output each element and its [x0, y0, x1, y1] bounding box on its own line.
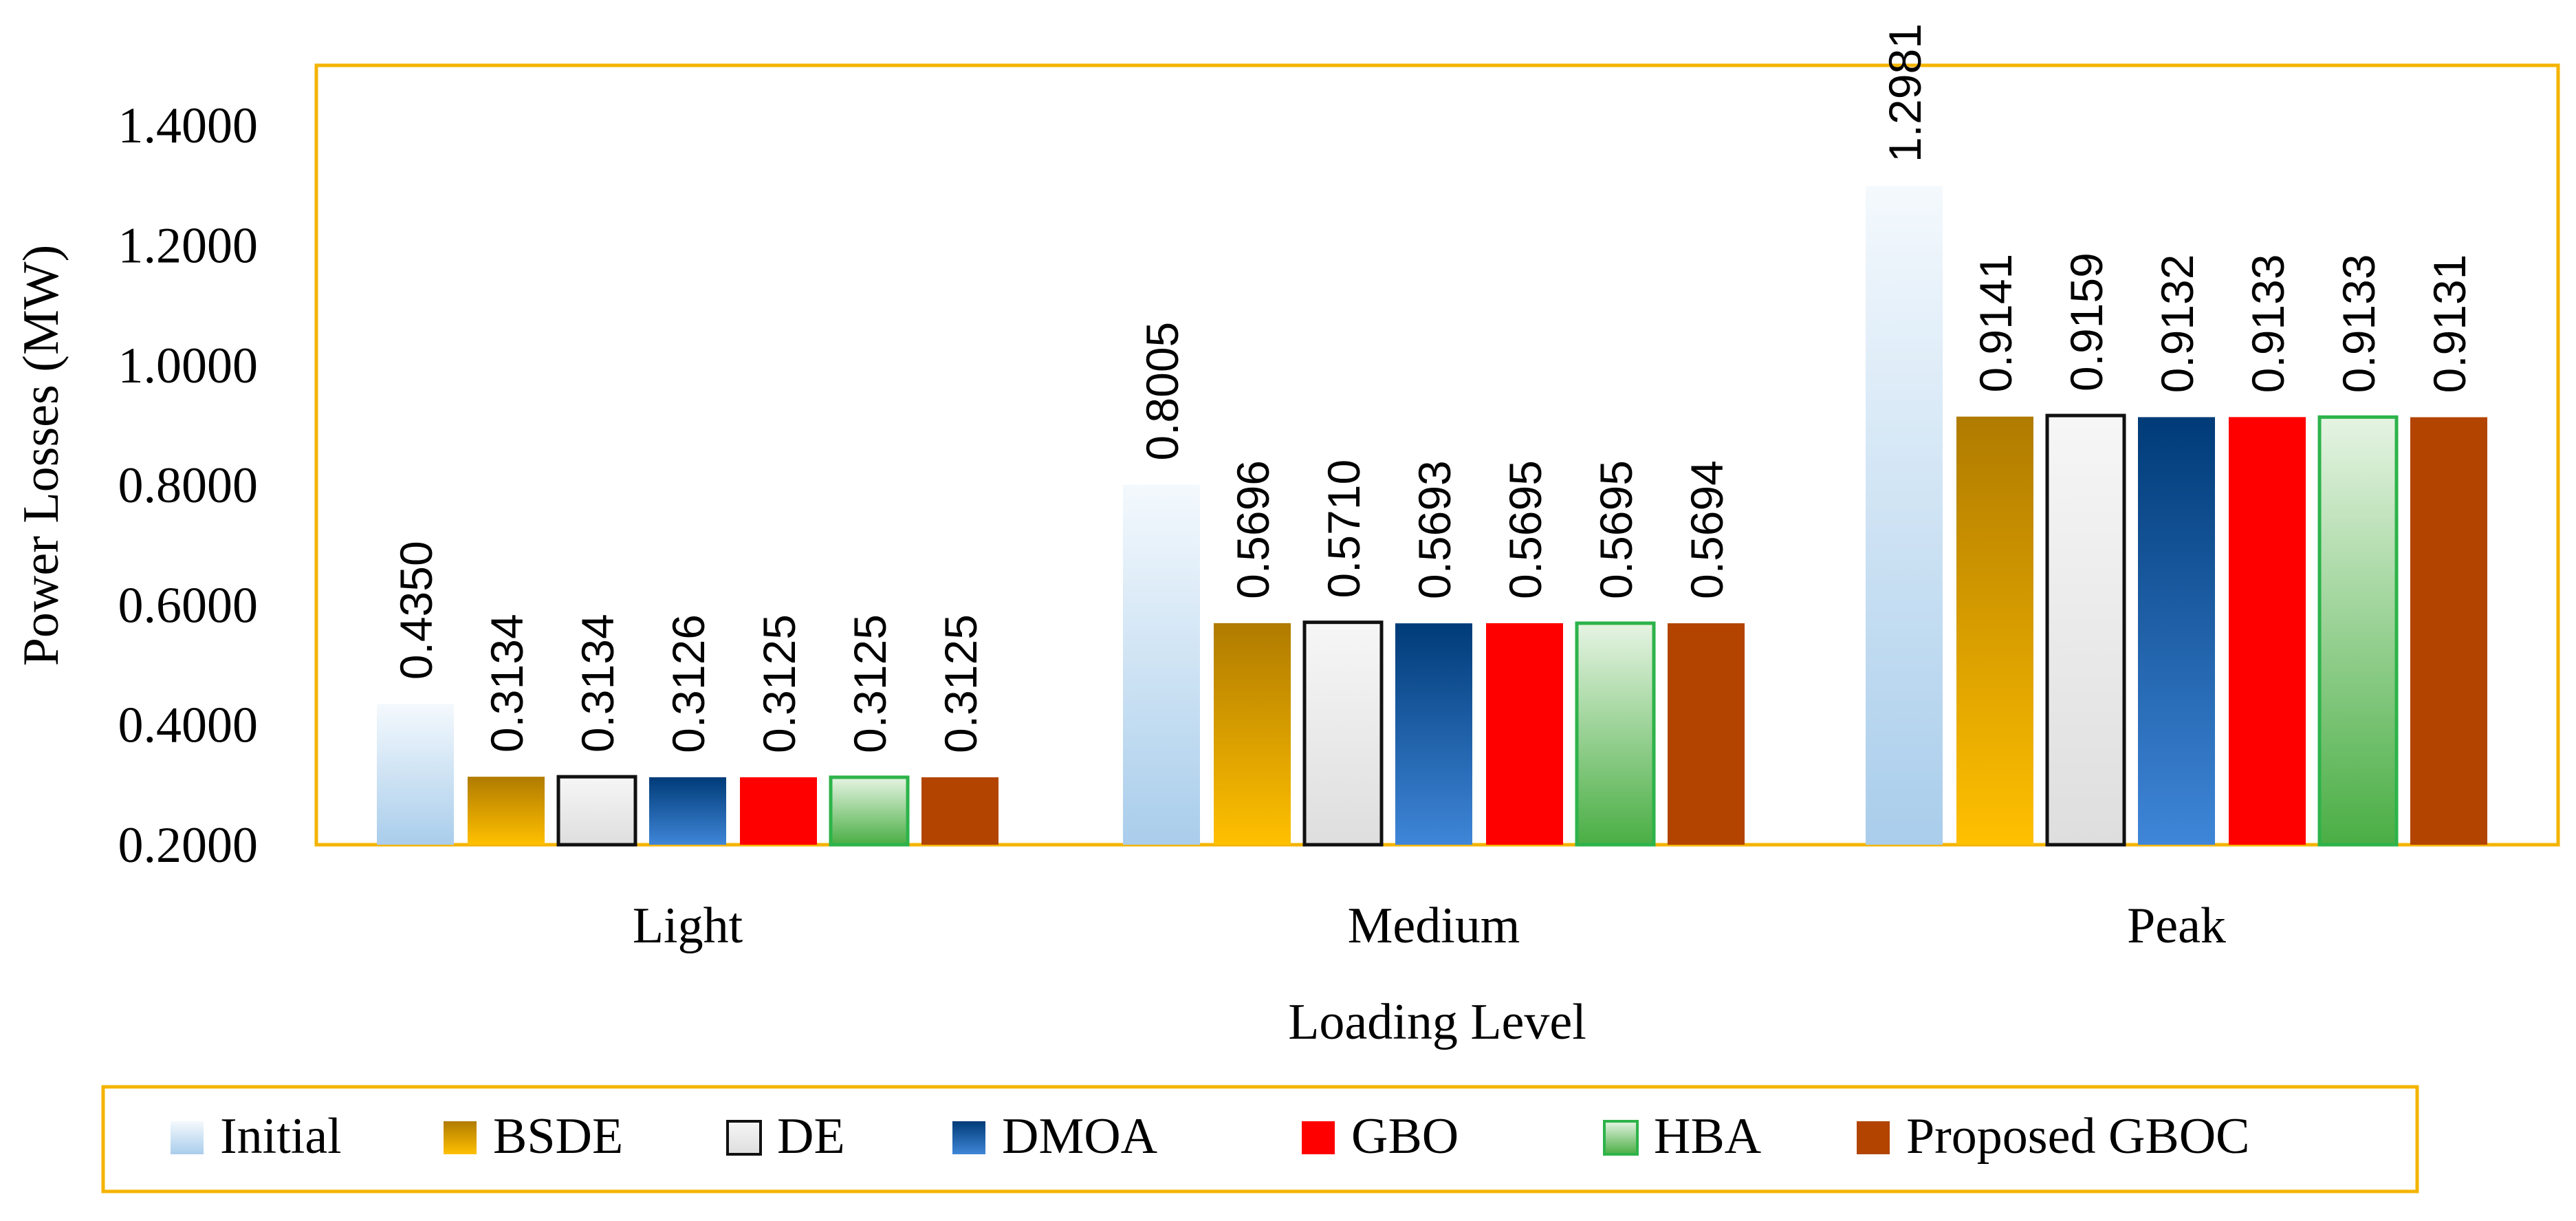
bar-de-peak — [2045, 413, 2126, 847]
legend-label: DE — [777, 1108, 845, 1165]
data-label: 0.4350 — [391, 541, 441, 680]
data-label: 0.9132 — [2152, 255, 2203, 393]
legend-swatch — [1302, 1121, 1335, 1154]
data-label: 0.8005 — [1137, 322, 1188, 461]
bar-gbo-peak — [2229, 417, 2306, 845]
bar-proposed-gboc-light — [921, 777, 998, 845]
data-label: 1.2981 — [1879, 23, 1930, 162]
data-label: 0.5693 — [1409, 460, 1460, 599]
y-tick-label: 0.2000 — [118, 817, 259, 874]
bar-de-light — [556, 775, 637, 847]
y-axis-ticks: 0.2000 0.4000 0.6000 0.8000 1.0000 1.2000 1.40… — [118, 98, 259, 874]
data-label: 0.9131 — [2424, 255, 2475, 393]
bar-initial-light — [377, 704, 454, 845]
legend-swatch — [444, 1121, 477, 1154]
data-label: 0.9141 — [1970, 254, 2021, 393]
x-axis-ticks: Light Medium Peak — [633, 898, 2226, 954]
legend-label: HBA — [1654, 1108, 1761, 1165]
bar-initial-medium — [1123, 484, 1200, 845]
bar-dmoa-light — [649, 777, 726, 845]
legend-label: GBO — [1351, 1108, 1459, 1165]
bar-labels: 0.4350 0.3134 0.3134 0.3126 0.3125 0.3125 0.31… — [391, 23, 2475, 753]
data-label: 0.5694 — [1681, 460, 1732, 599]
bar-de-medium — [1302, 620, 1384, 847]
data-label: 0.3125 — [844, 614, 895, 753]
legend-swatch — [726, 1120, 762, 1156]
x-tick-label: Peak — [2127, 898, 2226, 954]
data-label: 0.3125 — [754, 614, 805, 753]
bar-hba-peak — [2317, 415, 2399, 847]
y-tick-label: 1.2000 — [118, 217, 259, 274]
data-label: 0.5710 — [1318, 460, 1369, 598]
data-label: 0.5695 — [1500, 460, 1551, 599]
bar-proposed-gboc-medium — [1668, 623, 1745, 845]
bar-proposed-gboc-peak — [2410, 417, 2487, 845]
bar-hba-medium — [1575, 621, 1656, 847]
legend-label: Proposed GBOC — [1906, 1108, 2250, 1165]
legend-swatch — [1857, 1121, 1890, 1154]
legend-label: BSDE — [493, 1108, 623, 1165]
bar-gbo-light — [740, 777, 817, 845]
data-label: 0.3134 — [572, 614, 623, 753]
x-tick-label: Light — [633, 898, 743, 954]
data-label: 0.9133 — [2242, 254, 2293, 393]
bar-gbo-medium — [1486, 623, 1563, 845]
legend: Initial BSDE DE DMOA GBO HBA Proposed GBOC — [171, 1108, 2250, 1165]
y-tick-label: 1.0000 — [118, 338, 259, 394]
bars — [377, 186, 2487, 847]
legend-swatch — [171, 1121, 204, 1154]
data-label: 0.9159 — [2061, 252, 2112, 391]
bar-initial-peak — [1866, 186, 1943, 845]
data-label: 0.5695 — [1591, 460, 1641, 599]
legend-label: DMOA — [1002, 1108, 1157, 1165]
legend-frame — [101, 1085, 2419, 1193]
y-tick-label: 0.6000 — [118, 577, 259, 634]
legend-swatch — [952, 1121, 985, 1154]
data-label: 0.3134 — [481, 614, 532, 753]
y-tick-label: 1.4000 — [118, 98, 259, 154]
data-label: 0.5696 — [1227, 460, 1278, 599]
y-tick-label: 0.4000 — [118, 698, 259, 754]
bar-bsde-peak — [1956, 416, 2033, 845]
legend-label: Initial — [220, 1108, 342, 1165]
bar-dmoa-medium — [1395, 623, 1472, 845]
y-axis-label: Power Losses (MW) — [13, 245, 69, 666]
bar-hba-light — [829, 775, 910, 847]
legend-swatch — [1603, 1120, 1639, 1156]
x-axis-label: Loading Level — [1288, 994, 1586, 1050]
data-label: 0.3126 — [663, 614, 714, 753]
bar-bsde-medium — [1214, 623, 1291, 845]
bar-bsde-light — [468, 777, 545, 845]
data-label: 0.9133 — [2333, 254, 2384, 393]
bar-dmoa-peak — [2138, 417, 2215, 845]
x-tick-label: Medium — [1348, 898, 1520, 954]
data-label: 0.3125 — [935, 614, 986, 753]
y-tick-label: 0.8000 — [118, 457, 259, 514]
